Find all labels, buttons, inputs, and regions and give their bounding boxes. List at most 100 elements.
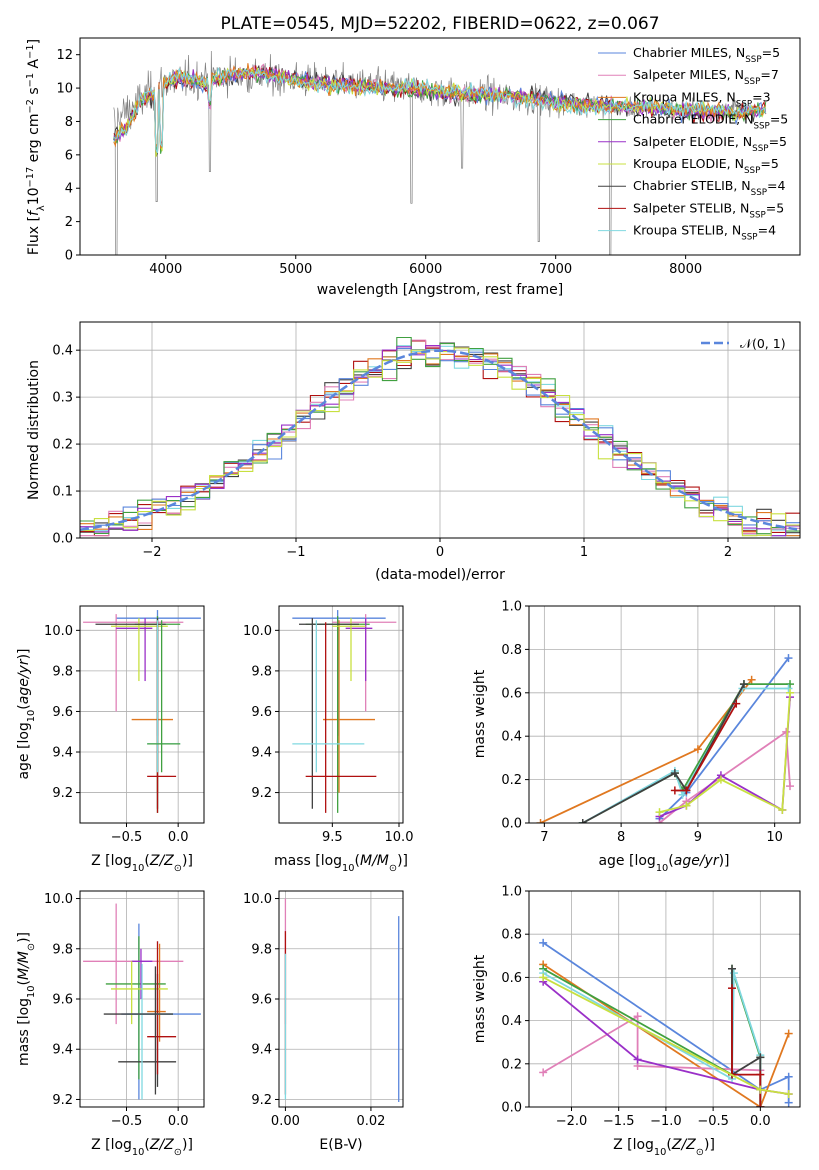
y-tick-label: 10.0 — [243, 892, 272, 907]
label-part: A — [26, 58, 42, 72]
x-tick-label: 2 — [724, 545, 732, 560]
x-axis-label: Z [log10(Z/Z⊙)] — [91, 1137, 193, 1158]
label-part: −1 — [25, 44, 36, 58]
x-tick-label: 7 — [540, 830, 548, 845]
label-part: =5 — [770, 112, 788, 127]
label-part: 10 — [132, 863, 144, 874]
label-part: age/yr — [16, 658, 32, 704]
legend-label-normal: 𝒩(0, 1) — [740, 336, 786, 351]
axes-frame — [79, 37, 801, 256]
weight-line — [540, 679, 753, 823]
y-tick-label: 0.1 — [52, 485, 73, 500]
axes-frame — [278, 890, 404, 1108]
label-part: 10 — [26, 985, 37, 997]
label-part: ( — [355, 853, 360, 869]
label-part: SSP — [752, 144, 768, 154]
legend-label: Salpeter STELIB, NSSP=5 — [633, 200, 784, 220]
errorbar-point — [83, 903, 184, 1025]
y-tick-label: 10.0 — [44, 624, 73, 639]
x-tick-label: −1 — [286, 545, 305, 560]
label-part: =5 — [762, 45, 780, 60]
panel-spectrum: 4000 5000 6000 7000 8000 0 2 4 6 8 10 12 wavelength … — [25, 37, 801, 298]
x-axis-label: Z [log10(Z/Z⊙)] — [91, 853, 193, 874]
weight-marker — [539, 938, 548, 947]
y-tick-label: 0.4 — [52, 344, 73, 359]
weight-marker — [678, 790, 687, 799]
weight-marker — [756, 1103, 765, 1107]
weight-marker — [786, 782, 795, 791]
x-tick-label: −2.0 — [556, 1114, 588, 1129]
errorbar-point — [305, 616, 370, 813]
panel-mass-vs-Z: −0.5 0.09.29.49.69.810.0Z [log10(Z/Z⊙)]ma… — [16, 890, 205, 1158]
y-tick-label: 0.0 — [52, 532, 73, 547]
x-tick-label: 0.02 — [356, 1114, 385, 1129]
plot-area — [113, 50, 767, 255]
label-part: SSP — [741, 233, 757, 243]
axes-frame — [79, 321, 801, 539]
weight-marker — [784, 1090, 793, 1099]
x-tick-label: −0.5 — [697, 1114, 729, 1129]
weight-line — [582, 683, 745, 823]
x-axis-label: wavelength [Angstrom, rest frame] — [317, 282, 563, 298]
x-axis-label: E(B-V) — [319, 1137, 362, 1153]
model-spectrum-8 — [113, 67, 767, 154]
errorbar-point — [131, 948, 153, 999]
label-part: 10 — [26, 710, 37, 722]
x-tick-label: −1.5 — [603, 1114, 635, 1129]
errorbar-point — [299, 618, 359, 809]
x-tick-label: −0.5 — [111, 1114, 143, 1129]
label-part: −1 — [25, 73, 36, 87]
label-part: 10 — [132, 1147, 144, 1158]
label-part: ( — [16, 980, 32, 985]
panel-residuals: −2 −1 0 1 2 0.0 0.1 0.2 0.3 0.4 𝒩(0, 1) (data-model… — [26, 321, 801, 583]
label-part: Chabrier STELIB, N — [633, 178, 751, 193]
plot-area — [83, 903, 201, 1100]
label-part: s — [26, 87, 42, 99]
label-part: )] — [16, 932, 32, 943]
y-axis-label: Flux [fλ10−17 erg cm−2 s−1 A−1] — [25, 39, 47, 255]
weight-marker — [716, 775, 725, 784]
errorbar-point — [111, 618, 168, 682]
errorbar-point — [83, 614, 184, 712]
label-part: 10 — [26, 187, 42, 205]
y-tick-label: 0.2 — [501, 1057, 522, 1072]
label-part: Z/Z — [149, 853, 174, 869]
axes-frame — [278, 605, 404, 824]
label-part: Z/Z — [149, 1137, 174, 1153]
y-tick-label: 0.6 — [501, 686, 522, 701]
histogram-4 — [80, 345, 800, 537]
x-tick-label: 0 — [436, 545, 444, 560]
label-part: Z [log — [91, 1137, 132, 1153]
legend-label: Chabrier ELODIE, NSSP=5 — [633, 112, 788, 132]
label-part: Salpeter MILES, N — [633, 67, 744, 82]
label-part: −2 — [25, 99, 36, 113]
x-tick-label: 0.0 — [168, 1114, 189, 1129]
y-tick-label: 9.8 — [52, 942, 73, 957]
weight-marker — [670, 769, 679, 778]
weight-line — [542, 963, 790, 1107]
label-part: )] — [397, 853, 408, 869]
panel-weight-vs-Z: −2.0 −1.5 −1.0 −0.5 0.0 0.0 0.2 0.4 0.6 0.8 1.0 Z [… — [472, 885, 801, 1158]
errorbar-point — [292, 620, 365, 773]
label-part: Z/Z — [671, 1137, 696, 1153]
errorbar-point — [116, 618, 153, 682]
errorbar-point — [332, 618, 366, 682]
label-part: ⊙ — [174, 1147, 182, 1158]
label-part: ⊙ — [696, 1147, 704, 1158]
plot-area — [284, 898, 400, 1102]
label-part: Flux [ — [26, 216, 42, 255]
weight-marker — [682, 801, 691, 810]
weight-marker — [786, 688, 795, 697]
label-part: age [log — [16, 722, 32, 779]
y-tick-label: 0.0 — [501, 1101, 522, 1116]
label-part: SSP — [736, 99, 752, 109]
label-part: ( — [668, 853, 673, 869]
x-tick-label: 0.0 — [168, 830, 189, 845]
label-part: Kroupa MILES, N — [633, 89, 736, 104]
weight-marker — [784, 1072, 793, 1081]
x-axis-label: (data-model)/error — [375, 567, 505, 583]
plot-area — [539, 938, 793, 1107]
plot-area — [536, 654, 795, 823]
errorbar-point — [147, 620, 181, 773]
